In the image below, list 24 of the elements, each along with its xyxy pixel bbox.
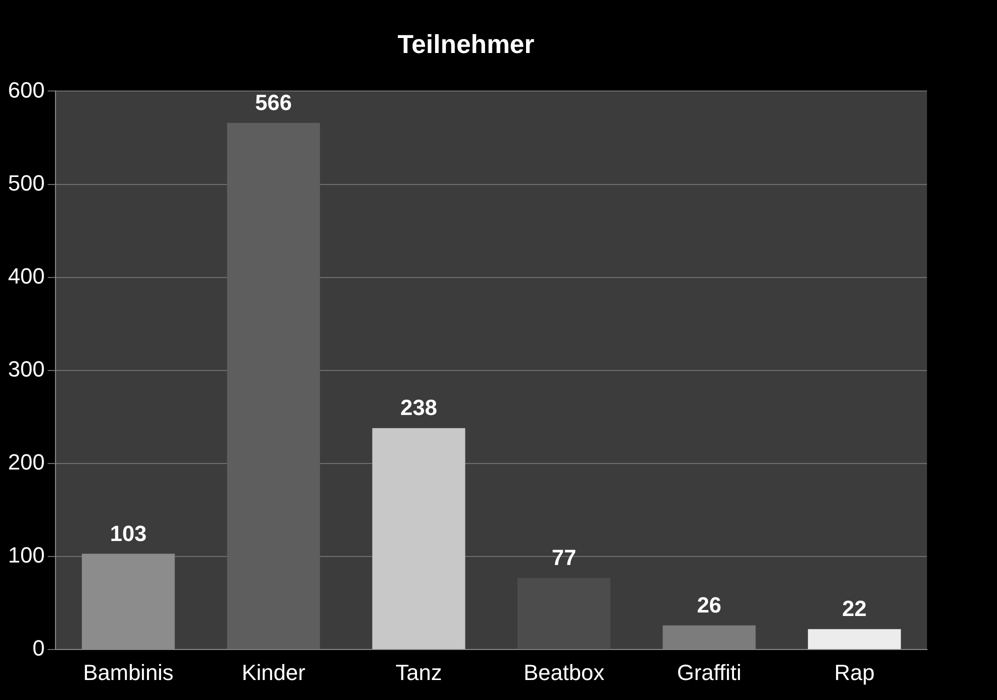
- x-tick-label: Kinder: [242, 660, 306, 685]
- data-label: 22: [842, 596, 867, 622]
- y-tick-label: 400: [8, 263, 45, 288]
- x-tick-label: Rap: [834, 660, 875, 685]
- bar: [517, 578, 610, 650]
- y-tick-label: 500: [8, 170, 45, 196]
- bar: [227, 122, 320, 650]
- y-tick-label: 100: [8, 542, 45, 568]
- x-tick-label: Graffiti: [676, 660, 742, 685]
- data-label: 77: [552, 545, 576, 570]
- data-label: 566: [255, 90, 292, 115]
- data-label: 238: [400, 395, 438, 420]
- bar: [372, 428, 466, 650]
- x-tick-label: Tanz: [396, 660, 442, 685]
- bar: [808, 629, 901, 650]
- x-tick-label: Bambinis: [83, 660, 174, 685]
- data-label: 26: [696, 592, 722, 618]
- chart-title: Teilnehmer: [398, 28, 534, 59]
- data-label: 103: [110, 520, 147, 546]
- y-tick-label: 0: [32, 636, 45, 661]
- y-tick-label: 300: [8, 356, 45, 382]
- x-tick-label: Beatbox: [524, 660, 604, 685]
- y-tick-label: 600: [8, 77, 45, 102]
- y-tick-label: 200: [8, 450, 45, 475]
